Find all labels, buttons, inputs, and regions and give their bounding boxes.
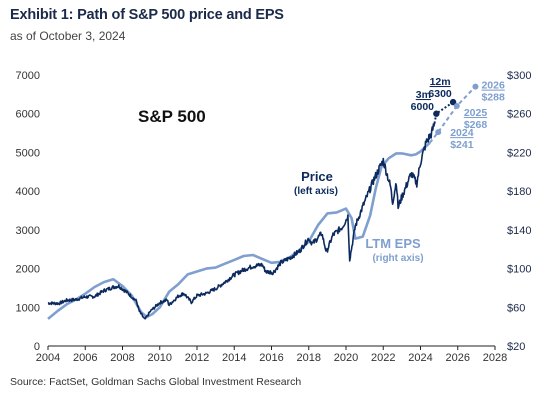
eps-series-label: LTM EPS bbox=[365, 236, 421, 251]
eps-projection-value: $241 bbox=[450, 139, 474, 151]
x-tick-label: 2014 bbox=[222, 352, 246, 364]
y-right-tick-label: $260 bbox=[507, 109, 531, 121]
x-tick-label: 2012 bbox=[185, 352, 209, 364]
chart-axes: 2004 2006 2008 2010 2012 2014 2016 2018 2020 2022… bbox=[16, 70, 532, 364]
eps-series-line bbox=[47, 141, 431, 320]
eps-projection-value: $288 bbox=[481, 92, 505, 104]
projection-12m-value: 6300 bbox=[428, 88, 452, 100]
x-tick-label: 2008 bbox=[110, 352, 134, 364]
y-right-tick-label: $60 bbox=[507, 302, 525, 314]
projection-12m-period: 12m bbox=[430, 76, 451, 88]
page-title: Exhibit 1: Path of S&P 500 price and EPS bbox=[10, 7, 284, 23]
y-left-tick-label: 0 bbox=[34, 341, 40, 353]
y-right-tick-label: $140 bbox=[507, 225, 531, 237]
eps-projection-year: 2025 bbox=[464, 107, 488, 119]
y-right-tick-label: $220 bbox=[507, 147, 531, 159]
eps-layer bbox=[47, 141, 431, 320]
eps-projection-marker bbox=[472, 83, 479, 90]
x-tick-label: 2028 bbox=[483, 352, 507, 364]
chart-title: S&P 500 bbox=[138, 107, 206, 126]
eps-projection-value: $268 bbox=[464, 119, 488, 131]
price-series-label: Price bbox=[301, 169, 333, 184]
x-tick-label: 2026 bbox=[446, 352, 470, 364]
y-right-tick-label: $20 bbox=[507, 341, 525, 353]
y-right-tick-label: $100 bbox=[507, 264, 531, 276]
projection-3m-period: 3m bbox=[416, 89, 431, 101]
x-tick-label: 2022 bbox=[371, 352, 395, 364]
price-series-line bbox=[47, 123, 436, 320]
y-right-tick-label: $300 bbox=[507, 70, 531, 82]
y-left-tick-label: 4000 bbox=[16, 186, 40, 198]
x-tick-label: 2018 bbox=[297, 352, 321, 364]
y-left-tick-label: 5000 bbox=[16, 147, 40, 159]
chart-labels: S&P 500 Price (left axis) LTM EPS (right… bbox=[138, 107, 424, 264]
eps-projection-line bbox=[429, 85, 477, 144]
y-left-tick-label: 7000 bbox=[16, 70, 40, 82]
price-series-sublabel: (left axis) bbox=[294, 186, 338, 197]
y-right-tick-label: $180 bbox=[507, 186, 531, 198]
x-tick-label: 2010 bbox=[148, 352, 172, 364]
page-subtitle: as of October 3, 2024 bbox=[10, 29, 126, 43]
y-left-tick-label: 2000 bbox=[16, 264, 40, 276]
y-left-tick-label: 6000 bbox=[16, 109, 40, 121]
x-tick-label: 2006 bbox=[73, 352, 97, 364]
eps-projection-year: 2026 bbox=[481, 80, 505, 92]
x-tick-label: 2020 bbox=[334, 352, 358, 364]
x-tick-label: 2004 bbox=[36, 352, 60, 364]
x-tick-label: 2024 bbox=[408, 352, 432, 364]
source-note: Source: FactSet, Goldman Sachs Global In… bbox=[10, 376, 302, 388]
y-left-tick-label: 1000 bbox=[16, 302, 40, 314]
eps-projection-marker bbox=[435, 129, 442, 136]
y-left-tick-label: 3000 bbox=[16, 225, 40, 237]
price-projection-marker bbox=[449, 98, 457, 106]
eps-projection-year: 2024 bbox=[450, 127, 474, 139]
eps-series-sublabel: (right axis) bbox=[372, 253, 423, 264]
projection-3m-value: 6000 bbox=[411, 101, 435, 113]
price-layer bbox=[47, 123, 436, 320]
eps-projection-marker bbox=[453, 102, 460, 109]
price-projection-marker bbox=[433, 110, 440, 117]
x-tick-label: 2016 bbox=[259, 352, 283, 364]
